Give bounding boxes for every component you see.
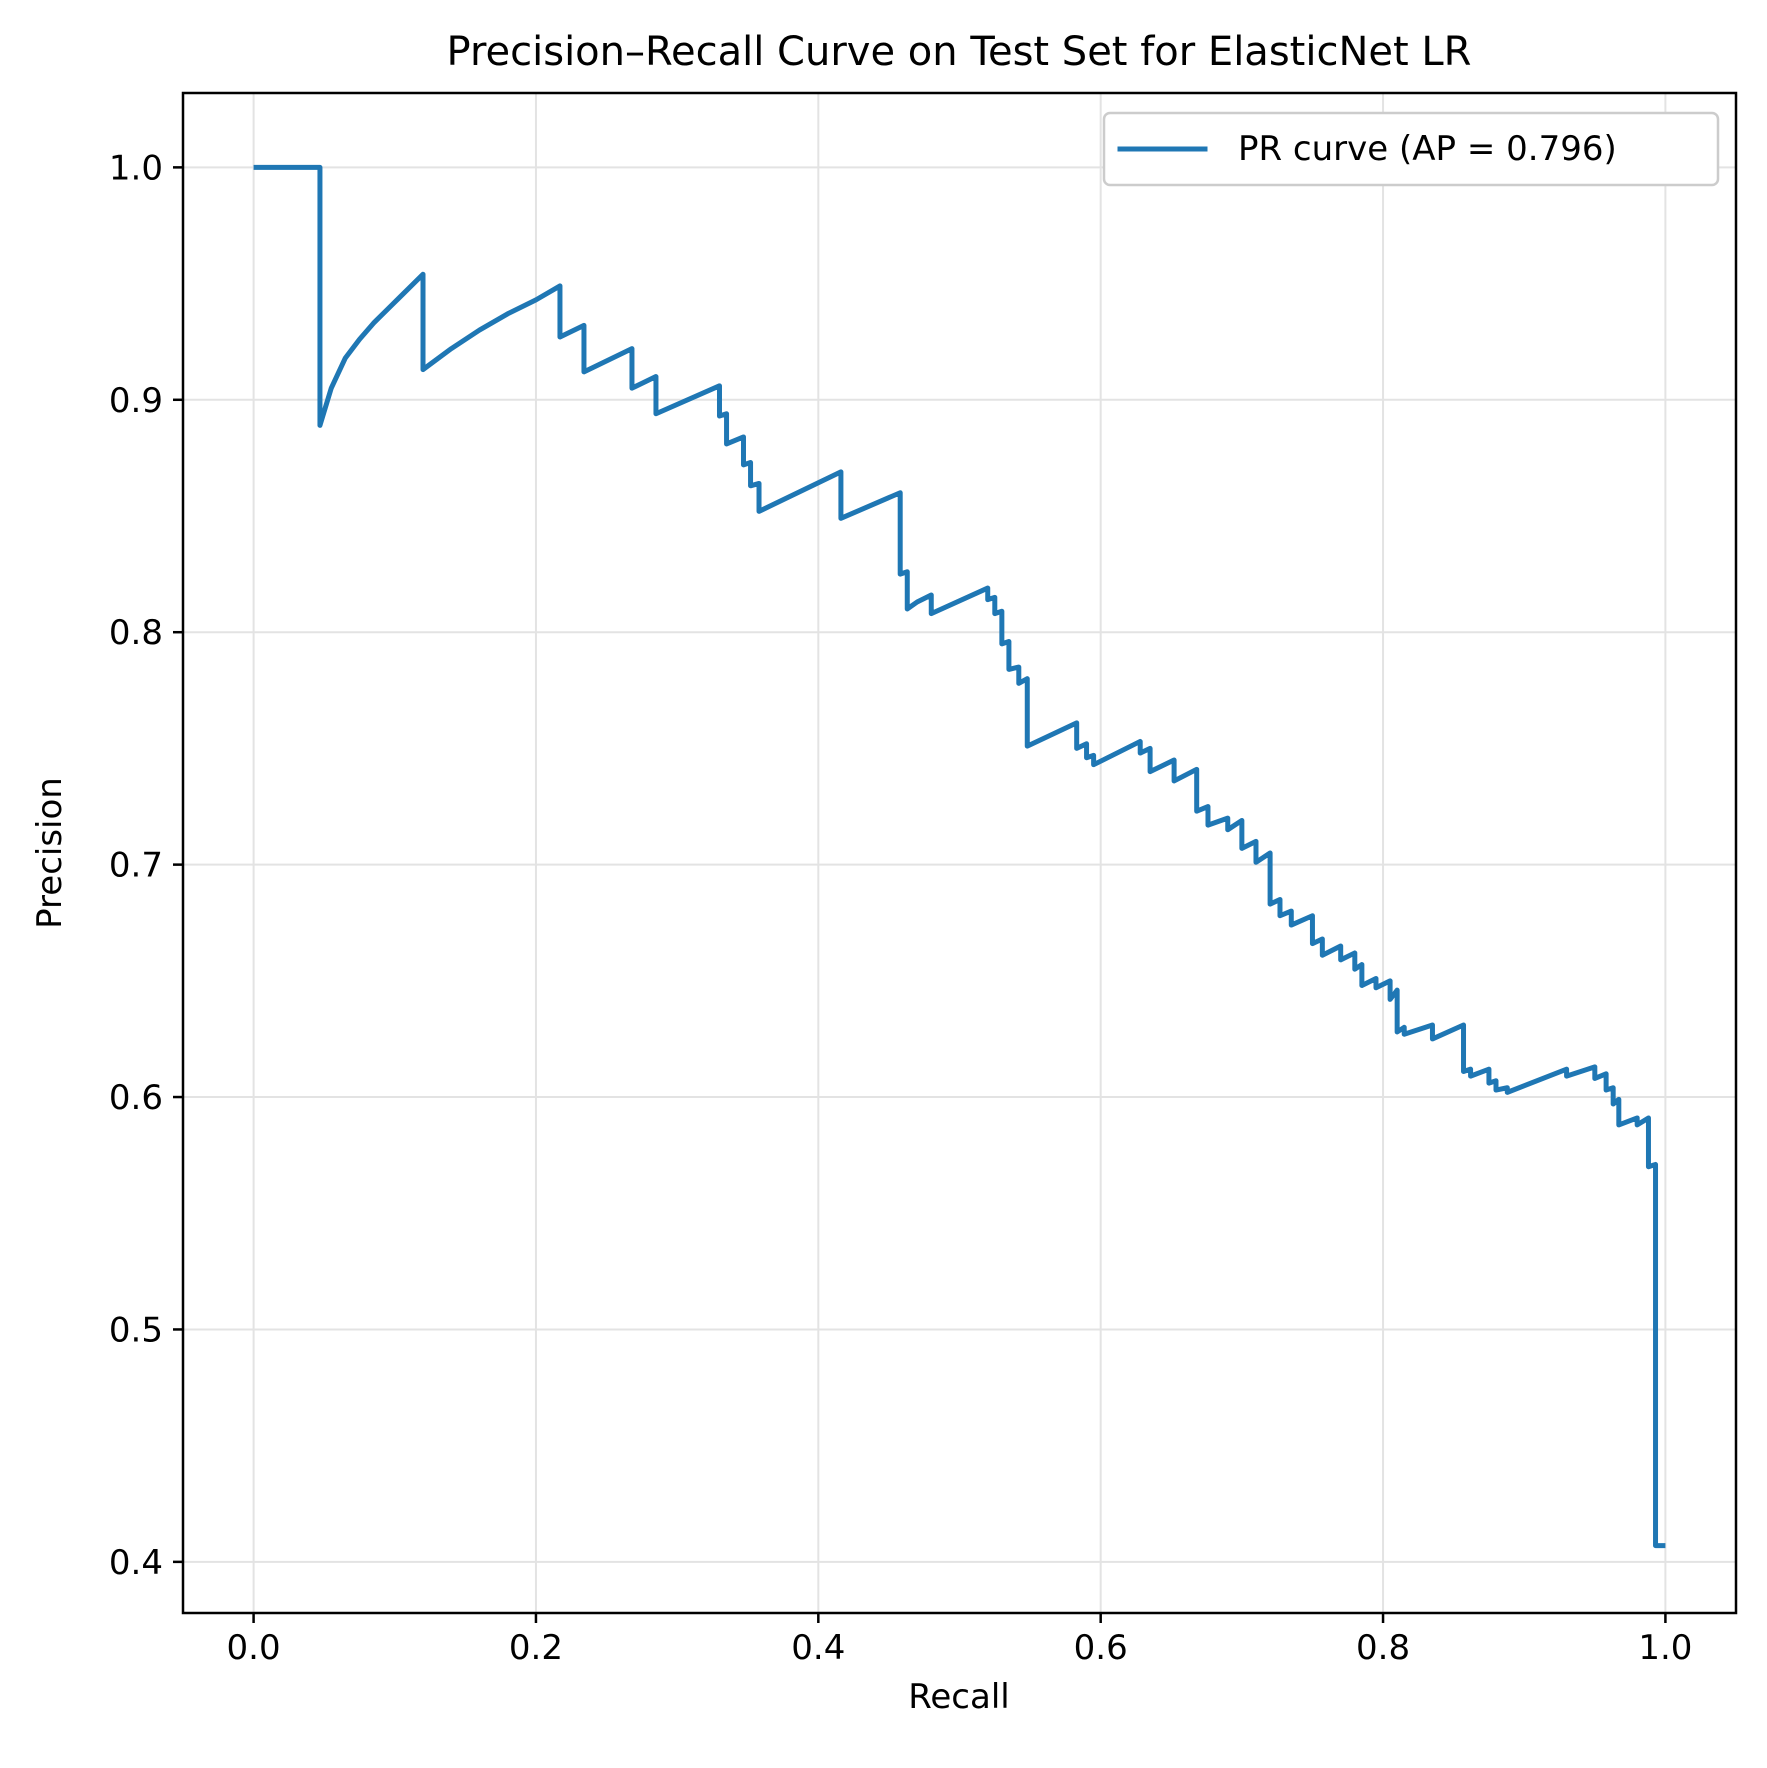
y-tick-label: 0.9 (109, 381, 163, 421)
x-tick-label: 1.0 (1638, 1628, 1692, 1668)
legend: PR curve (AP = 0.796) (1104, 113, 1718, 185)
legend-label: PR curve (AP = 0.796) (1238, 129, 1617, 169)
x-tick-label: 0.4 (791, 1628, 845, 1668)
y-tick-label: 0.4 (109, 1543, 163, 1583)
x-tick-label: 0.2 (509, 1628, 563, 1668)
x-axis-label: Recall (908, 1677, 1009, 1717)
y-tick-label: 0.8 (109, 613, 163, 653)
x-tick-label: 0.0 (227, 1628, 281, 1668)
y-tick-label: 0.6 (109, 1078, 163, 1118)
chart-title: Precision–Recall Curve on Test Set for E… (447, 29, 1472, 75)
x-tick-label: 0.6 (1074, 1628, 1128, 1668)
y-tick-label: 1.0 (109, 148, 163, 188)
y-tick-label: 0.5 (109, 1310, 163, 1350)
y-tick-label: 0.7 (109, 846, 163, 886)
y-axis-label: Precision (30, 777, 70, 929)
x-tick-label: 0.8 (1356, 1628, 1410, 1668)
